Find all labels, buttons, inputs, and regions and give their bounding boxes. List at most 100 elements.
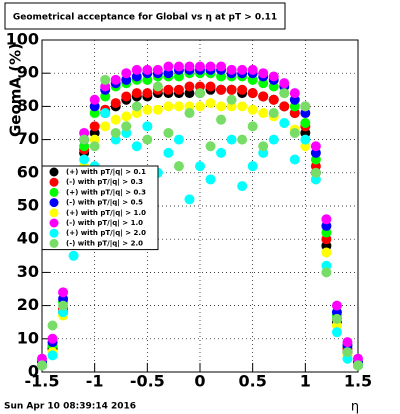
data-point [289,154,300,165]
data-point [131,101,142,112]
data-point [100,121,111,132]
data-point [68,250,79,261]
chart-title: Geometrical acceptance for Global vs η a… [13,13,277,23]
data-point [89,141,100,152]
data-point [247,161,258,172]
data-point [142,64,153,75]
data-point [237,64,248,75]
data-point [184,108,195,119]
data-point [131,64,142,75]
data-point [131,141,142,152]
data-point [205,81,216,92]
data-point [268,134,279,145]
data-point [216,101,227,112]
data-point [205,141,216,152]
data-point [79,134,90,145]
data-point [195,61,205,72]
data-point [184,81,195,92]
data-point [173,101,184,112]
data-point [89,94,100,105]
data-point [216,61,227,72]
legend-label: (+) with pT/|q| > 0.3 [66,188,146,197]
data-point [289,88,300,99]
data-point [205,61,216,72]
data-point [247,121,258,132]
y-tick-label: 100 [6,30,39,49]
data-point [195,161,205,172]
data-point [110,74,121,85]
data-point [216,84,227,95]
data-point [184,194,195,205]
data-point [226,64,237,75]
legend-label: (-) with pT/|q| > 0.3 [66,178,143,187]
y-axis-label: GeomA (%) [7,43,25,137]
data-point [195,101,205,112]
data-point [37,360,47,371]
data-point [142,88,153,99]
data-point [110,98,121,109]
x-tick-label: -1 [86,372,104,391]
legend-marker [49,218,59,228]
data-point [279,88,290,99]
legend-marker [49,167,59,177]
y-tick-label: 0 [28,362,39,381]
x-axis-label: η [351,400,359,414]
data-point [195,88,205,99]
data-point [142,104,153,115]
legend-marker [49,177,59,187]
data-point [216,114,227,125]
x-tick-label: -1.5 [25,372,60,391]
data-point [110,127,121,138]
data-point [121,121,132,132]
x-tick-label: 0 [194,372,205,391]
data-point [237,101,248,112]
y-tick-label: 20 [17,295,39,314]
x-tick-label: 1.5 [344,372,372,391]
data-point [310,141,321,152]
data-point [310,167,321,178]
data-point [89,121,100,132]
y-tick-label: 70 [17,129,39,148]
data-point [173,61,184,72]
data-point [279,118,290,128]
data-point [321,267,332,278]
data-point [47,350,58,361]
data-point [58,300,69,311]
data-point [163,127,174,138]
data-point [331,300,342,311]
data-point [163,101,174,112]
data-point [121,91,132,102]
legend-box [41,165,159,251]
data-point [110,114,121,125]
legend-label: (+) with pT/|q| > 0.1 [66,168,146,177]
legend-label: (-) with pT/|q| > 2.0 [66,239,143,248]
legend-label: (+) with pT/|q| > 1.0 [66,209,146,218]
data-point [142,134,153,145]
legend-label: (-) with pT/|q| > 0.5 [66,199,143,208]
data-point [237,181,248,192]
legend-label: (+) with pT/|q| > 2.0 [66,229,146,238]
data-point [247,104,258,115]
data-point [300,134,311,145]
data-point [300,101,311,112]
data-point [258,108,269,119]
data-point [163,61,174,72]
data-point [331,327,342,338]
data-point [321,247,332,258]
data-point [342,347,353,358]
data-point [216,147,227,158]
data-point [268,94,279,105]
legend-marker [49,187,59,197]
data-point [100,74,111,85]
data-point [173,134,184,145]
data-point [279,101,290,112]
data-point [247,88,258,99]
data-point [331,313,342,324]
legend-marker [49,208,59,218]
data-point [173,84,184,95]
data-point [131,88,142,99]
y-tick-label: 30 [17,262,39,281]
data-point [353,360,363,371]
legend-label: (-) with pT/|q| > 1.0 [66,219,143,228]
data-point [300,118,311,128]
